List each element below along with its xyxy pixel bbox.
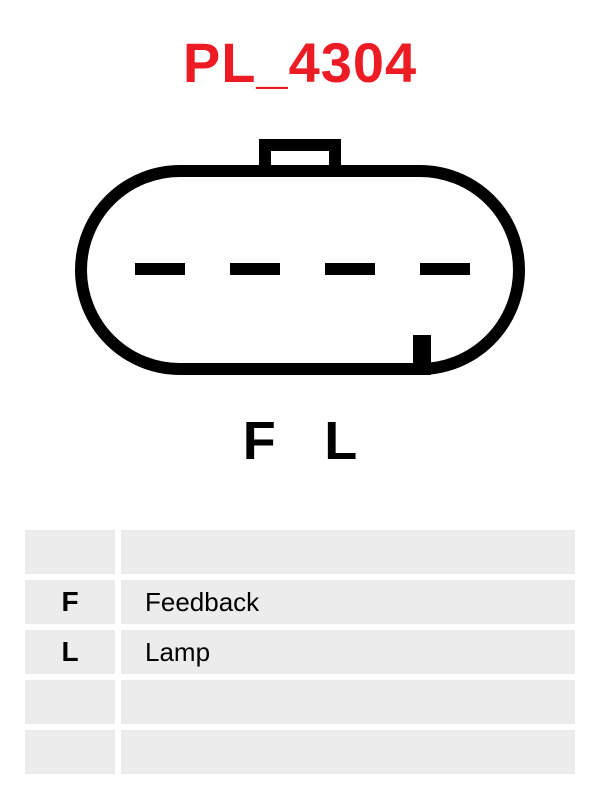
pin-label-f: F xyxy=(243,410,276,472)
legend-key xyxy=(25,680,115,724)
legend-value xyxy=(121,530,575,574)
legend-key xyxy=(25,530,115,574)
legend-value xyxy=(121,730,575,774)
legend-key xyxy=(25,730,115,774)
legend-value: Lamp xyxy=(121,630,575,674)
legend-value: Feedback xyxy=(121,580,575,624)
legend-value xyxy=(121,680,575,724)
legend-row: LLamp xyxy=(25,630,575,674)
legend-key: L xyxy=(25,630,115,674)
legend-row xyxy=(25,680,575,724)
pin-label-l: L xyxy=(324,410,357,472)
part-number-title: PL_4304 xyxy=(0,30,600,95)
connector-diagram xyxy=(75,135,525,405)
pin-legend-table: FFeedbackLLamp xyxy=(25,530,575,780)
legend-key: F xyxy=(25,580,115,624)
pin-labels-row: F L xyxy=(0,410,600,472)
legend-row xyxy=(25,530,575,574)
legend-row xyxy=(25,730,575,774)
legend-row: FFeedback xyxy=(25,580,575,624)
